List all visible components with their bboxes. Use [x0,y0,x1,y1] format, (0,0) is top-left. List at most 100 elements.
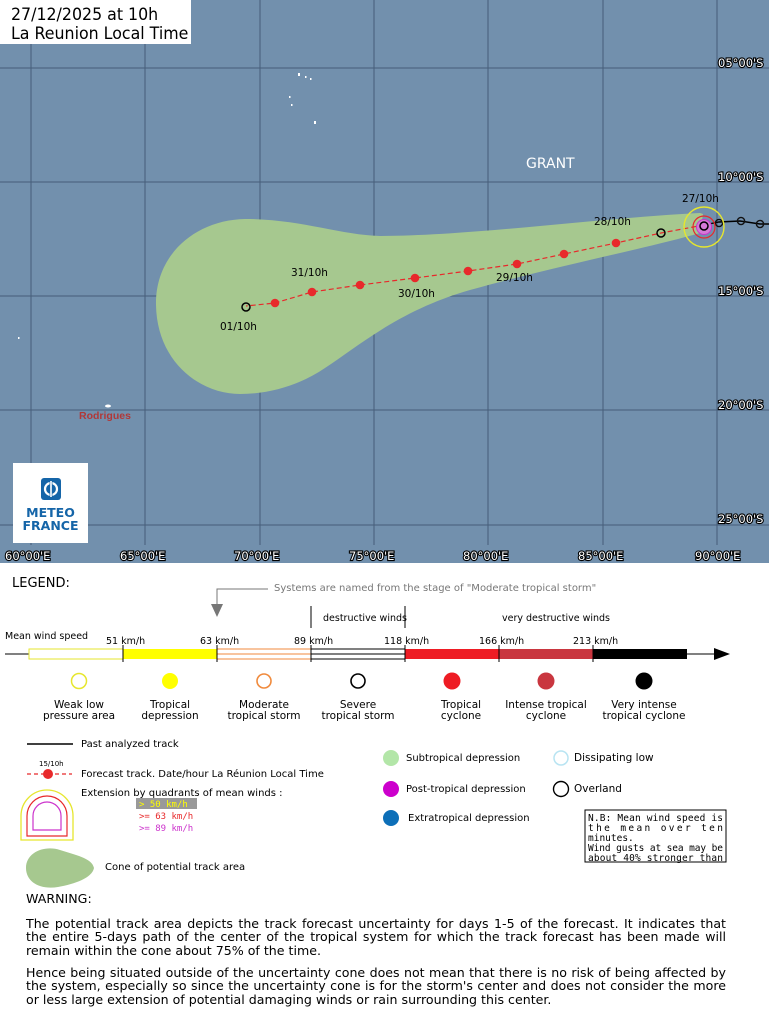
threshold-213: 213 km/h [573,636,618,647]
cone-label: Cone of potential track area [105,862,245,873]
threshold-166: 166 km/h [479,636,524,647]
forecast-positions [241,221,709,312]
threshold-118: 118 km/h [384,636,429,647]
subtropical-symbol [383,750,399,766]
scale-itc [499,649,593,659]
forecast-pos-27-22h [656,228,666,238]
warning-paragraph-2: Hence being situated outside of the unce… [26,966,726,1006]
td-symbol [162,673,178,689]
cat-weak-low-1: Weak low [54,699,104,711]
threshold-89: 89 km/h [294,636,333,647]
mts-symbol [256,673,272,689]
cat-itc-1: Intense tropical [505,699,587,711]
warning-text-2: Hence being situated outside of the unce… [26,965,726,1007]
lon-label-70e: 70°00'E [234,549,279,563]
subtropical-label: Subtropical depression [406,753,520,764]
naming-note: Systems are named from the stage of "Mod… [274,583,596,594]
destructive-label: destructive winds [323,613,407,624]
overland-symbol [552,780,570,798]
nb-line-2: the mean over ten [588,823,723,834]
lon-label-75e: 75°00'E [349,549,394,563]
forecast-sample-label: 15/10h [39,760,64,768]
extension-title: Extension by quadrants of mean winds : [81,788,283,799]
rodrigues-label: Rodrigues [79,410,131,422]
legend-panel: LEGEND: Systems are named from the stage… [5,576,730,888]
posttropical-symbol [383,781,399,797]
extratropical-symbol [383,810,399,826]
tc-symbol [443,672,461,690]
forecast-pos-31 [307,287,317,297]
weak-low-symbol [70,672,88,690]
dissipating-label: Dissipating low [574,752,654,764]
lat-label-5s: 05°00'S [718,56,763,70]
nb-line-4: Wind gusts at sea may be [588,843,723,854]
lat-label-15s: 15°00'S [718,284,763,298]
forecast-pos-01 [241,302,251,312]
scale-weak-low [28,648,124,660]
extratropical-label: Extratropical depression [408,813,530,824]
legend-title: LEGEND: [12,576,70,591]
meteo-france-logo: METEO FRANCE [13,463,88,543]
meteo-france-emblem [40,478,61,500]
forecast-pos-28-22h [559,249,569,259]
ext-89-label: >= 89 km/h [139,824,193,834]
scale-td [123,649,217,659]
threshold-51: 51 km/h [106,636,145,647]
cat-tc-2: cyclone [441,710,481,722]
lon-label-85e: 85°00'E [578,549,623,563]
cat-tc-1: Tropical [440,699,481,711]
lat-label-25s: 25°00'S [718,512,763,526]
cat-itc-2: cyclone [526,710,566,722]
label-27-10h: 27/10h [682,193,719,205]
logo-line1: METEO [26,505,75,520]
cat-td-2: depression [141,710,198,722]
nb-line-5: about 40% stronger than [588,853,723,864]
lon-label-90e: 90°00'E [695,549,740,563]
ext-50-bg [136,798,197,809]
issue-date: 27/12/2025 at 10h [11,5,159,25]
lat-label-20s: 20°00'S [718,398,763,412]
graticule [0,0,769,545]
warning-paragraph-1: The potential track area depicts the tra… [26,917,726,957]
lat-label-10s: 10°00'S [718,170,763,184]
label-30-10h: 30/10h [398,288,435,300]
issue-timezone: La Reunion Local Time [11,24,189,44]
storm-name: GRANT [526,156,575,172]
cyclone-track-map: Rodrigues 27/10h 28/10h 29/10h 30/10h 31… [0,0,769,563]
sts-symbol [350,673,366,689]
forecast-pos-31-22h [270,298,280,308]
forecast-track-label: Forecast track. Date/hour La Réunion Loc… [81,768,324,780]
itc-symbol [537,672,555,690]
naming-note-arrow [216,588,268,608]
mean-wind-label: Mean wind speed [5,631,88,642]
label-31-10h: 31/10h [291,267,328,279]
label-28-10h: 28/10h [594,216,631,228]
warning-title: WARNING: [26,891,92,906]
cat-vitc-1: Very intense [611,699,676,711]
scale-vitc [593,649,687,659]
label-29-10h: 29/10h [496,272,533,284]
cat-sts-1: Severe [340,699,376,711]
cat-weak-low-2: pressure area [43,710,115,722]
cat-td-1: Tropical [149,699,190,711]
cat-mts-2: tropical storm [227,710,300,722]
cat-vitc-2: tropical cyclone [603,710,686,722]
cone-of-uncertainty [155,213,704,394]
cat-sts-2: tropical storm [321,710,394,722]
lon-label-60e: 60°00'E [5,549,50,563]
past-track-label: Past analyzed track [81,739,179,750]
cat-mts-1: Moderate [239,699,289,711]
label-01-10h: 01/10h [220,321,257,333]
current-position-symbol [699,221,709,231]
forecast-pos-29 [512,259,522,269]
ext-63-label: >= 63 km/h [139,812,193,822]
lon-label-65e: 65°00'E [120,549,165,563]
forecast-sample-symbol [43,769,53,779]
forecast-pos-30-22h [355,280,365,290]
nb-line-1: N.B: Mean wind speed is [588,813,723,824]
ext-50-label: > 50 km/h [139,800,188,810]
naming-note-arrowhead [211,604,223,617]
wind-50-extension [683,206,725,248]
cone-sample [26,848,94,888]
lon-axis-strip [0,545,769,563]
